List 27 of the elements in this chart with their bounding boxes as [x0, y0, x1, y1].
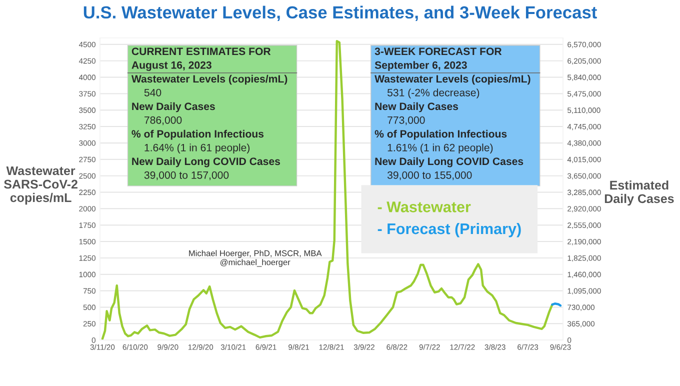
annotation: Michael Hoerger, PhD, MSCR, MBA @michael_hoerger	[189, 250, 322, 267]
line-series	[101, 40, 554, 340]
annotation: CURRENT ESTIMATES FOR	[132, 48, 271, 56]
y-axis-title: Wastewater SARS-CoV-2 copies/mL	[4, 166, 78, 205]
annotation: 540	[144, 88, 162, 96]
chart-title: U.S. Wastewater Levels, Case Estimates, and 3-Week Forecast	[84, 6, 597, 22]
annotation: New Daily Cases	[375, 102, 458, 112]
annotation: August 16, 2023	[132, 61, 212, 71]
annotation: September 6, 2023	[374, 61, 467, 71]
text: - Forecast (Primary)	[378, 222, 521, 238]
annotation: Wastewater Levels (copies/mL)	[374, 74, 530, 85]
annotation: 39,000 to 157,000	[144, 171, 229, 180]
annotation: 39,000 to 155,000	[387, 171, 472, 180]
text: - Wastewater	[378, 202, 471, 212]
annotation: Wastewater Levels (copies/mL)	[131, 74, 288, 85]
annotation: 1.61% (1 in 62 people)	[388, 144, 493, 154]
annotation: % of Population Infectious	[374, 130, 507, 140]
annotation: New Daily Long COVID Cases	[375, 157, 524, 168]
annotation: 786,000	[144, 116, 182, 126]
annotation: 1.64% (1 in 61 people)	[144, 144, 250, 154]
annotation: New Daily Long COVID Cases	[132, 157, 280, 168]
y2-axis-title: Estimated Daily Cases	[604, 180, 674, 206]
annotation: New Daily Cases	[132, 102, 215, 112]
annotation: % of Population Infectious	[132, 130, 264, 140]
annotation: 3-WEEK FORECAST FOR	[374, 48, 502, 56]
annotation: 773,000	[388, 116, 425, 126]
annotation: 531 (-2% decrease)	[387, 88, 480, 98]
